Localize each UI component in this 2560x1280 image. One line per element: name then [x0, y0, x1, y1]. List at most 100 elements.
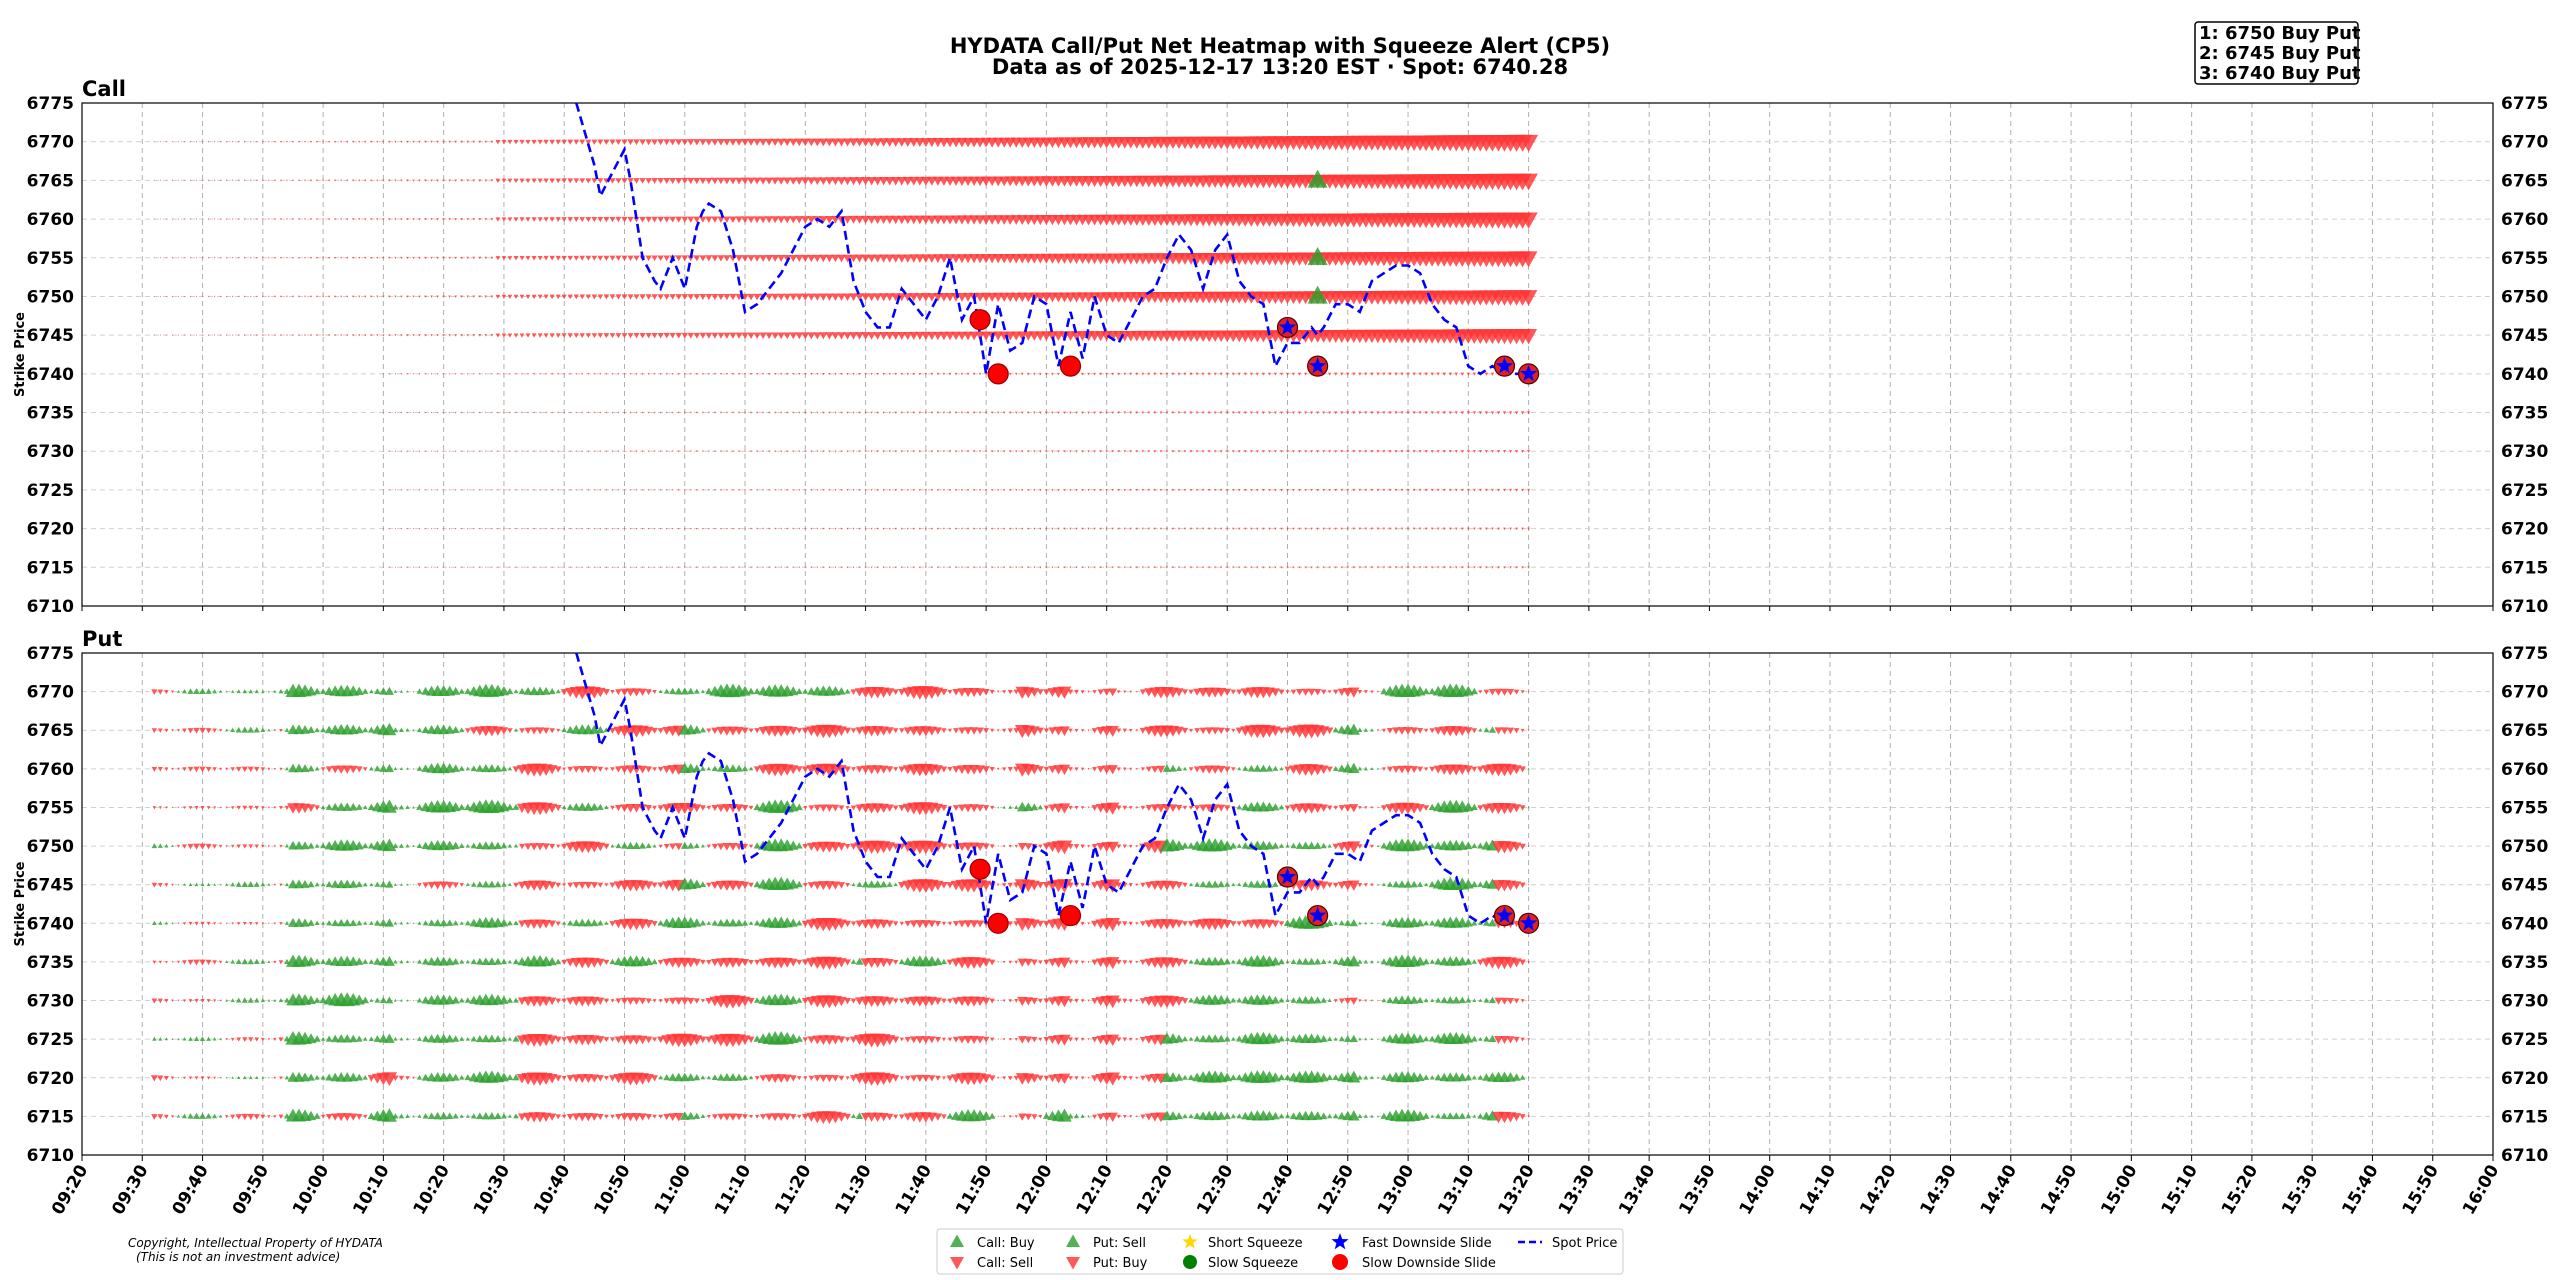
put-buy-marker: [879, 1113, 889, 1122]
call-sell-marker: [930, 372, 934, 376]
put-buy-marker: [1106, 1034, 1120, 1047]
put-buy-marker: [1182, 882, 1188, 888]
put-buy-marker: [255, 922, 259, 926]
call-sell-marker: [400, 256, 403, 260]
put-buy-marker: [1002, 845, 1006, 848]
call-sell-marker: [689, 527, 692, 530]
put-sell-marker: [193, 687, 200, 695]
put-sell-marker: [830, 685, 841, 696]
call-sell-marker: [567, 333, 573, 338]
call-sell-marker: [1400, 566, 1404, 569]
y-tick-label-right: 6760: [2501, 760, 2548, 780]
call-sell-marker: [669, 216, 676, 223]
call-sell-marker: [406, 373, 409, 375]
put-buy-marker: [663, 1113, 671, 1121]
put-sell-marker: [314, 882, 320, 887]
call-sell-marker: [165, 218, 168, 220]
put-sell-marker: [267, 690, 270, 693]
call-sell-marker: [267, 295, 270, 298]
put-buy-marker: [1087, 922, 1090, 925]
call-sell-marker: [768, 411, 771, 414]
put-buy-marker: [536, 727, 545, 735]
call-sell-marker: [605, 411, 608, 414]
call-sell-marker: [219, 257, 222, 259]
call-sell-marker: [1364, 450, 1368, 453]
put-buy-marker: [1028, 880, 1040, 891]
call-sell-marker: [942, 566, 945, 569]
put-buy-marker: [963, 727, 973, 735]
call-sell-marker: [1472, 527, 1476, 531]
put-sell-marker: [487, 1111, 496, 1120]
call-sell-marker: [485, 566, 487, 569]
call-sell-marker: [495, 139, 501, 145]
put-buy-marker: [555, 921, 561, 927]
put-sell-marker: [1162, 764, 1172, 772]
call-sell-marker: [1358, 411, 1362, 415]
call-sell-marker: [852, 372, 855, 376]
call-sell-marker: [460, 334, 464, 337]
call-sell-marker: [388, 218, 391, 221]
call-sell-marker: [273, 218, 276, 221]
put-sell-marker: [400, 999, 403, 1002]
put-sell-marker: [513, 997, 519, 1003]
put-sell-marker: [225, 728, 229, 732]
call-sell-marker: [1231, 372, 1235, 376]
call-sell-marker: [693, 294, 701, 301]
put-buy-marker: [892, 689, 899, 695]
put-sell-marker: [494, 1034, 502, 1042]
call-sell-marker: [843, 332, 852, 340]
put-buy-marker: [748, 882, 754, 888]
call-sell-marker: [581, 489, 584, 491]
call-sell-marker: [195, 141, 198, 143]
call-sell-marker: [890, 176, 901, 186]
call-sell-marker: [1195, 372, 1199, 376]
call-sell-marker: [515, 489, 517, 491]
call-sell-marker: [466, 489, 469, 491]
call-sell-marker: [725, 450, 728, 453]
call-sell-marker: [1195, 527, 1199, 530]
put-sell-marker: [1193, 958, 1201, 965]
put-buy-marker: [1116, 960, 1122, 965]
call-sell-marker: [906, 450, 909, 453]
put-buy-marker: [699, 1036, 707, 1044]
call-sell-marker: [442, 140, 445, 144]
call-sell-marker: [825, 216, 834, 224]
call-sell-marker: [615, 333, 622, 339]
call-sell-marker: [894, 566, 897, 569]
call-sell-marker: [858, 411, 861, 414]
call-sell-marker: [189, 257, 192, 259]
call-sell-marker: [840, 372, 843, 376]
call-sell-marker: [490, 256, 494, 260]
put-sell-marker: [1247, 880, 1256, 888]
call-sell-marker: [1027, 489, 1030, 492]
put-sell-marker: [325, 803, 333, 810]
call-sell-marker: [1171, 372, 1175, 376]
put-sell-marker: [199, 1036, 206, 1042]
call-sell-marker: [557, 528, 560, 530]
call-sell-marker: [912, 566, 915, 569]
call-sell-marker: [495, 294, 501, 299]
put-buy-marker: [687, 997, 695, 1005]
put-sell-marker: [182, 1037, 187, 1041]
call-sell-marker: [478, 218, 482, 221]
put-sell-marker: [741, 765, 749, 772]
put-buy-marker: [519, 843, 525, 850]
put-buy-marker: [1058, 957, 1071, 969]
call-sell-marker: [513, 333, 519, 338]
put-buy-marker: [652, 1037, 658, 1042]
put-buy-marker: [926, 1112, 938, 1122]
put-sell-marker: [300, 841, 310, 850]
put-buy-marker: [1091, 1036, 1098, 1043]
call-sell-marker: [1213, 527, 1217, 530]
put-buy-marker: [717, 843, 725, 851]
put-sell-marker: [1182, 766, 1188, 771]
put-sell-marker: [212, 1037, 217, 1041]
put-buy-marker: [595, 687, 606, 698]
call-sell-marker: [972, 450, 976, 453]
put-sell-marker: [363, 1036, 368, 1041]
call-sell-marker: [629, 489, 632, 491]
put-sell-marker: [273, 689, 277, 693]
call-sell-marker: [1183, 411, 1187, 415]
call-sell-marker: [406, 411, 409, 414]
y-tick-label-right: 6715: [2501, 558, 2548, 578]
